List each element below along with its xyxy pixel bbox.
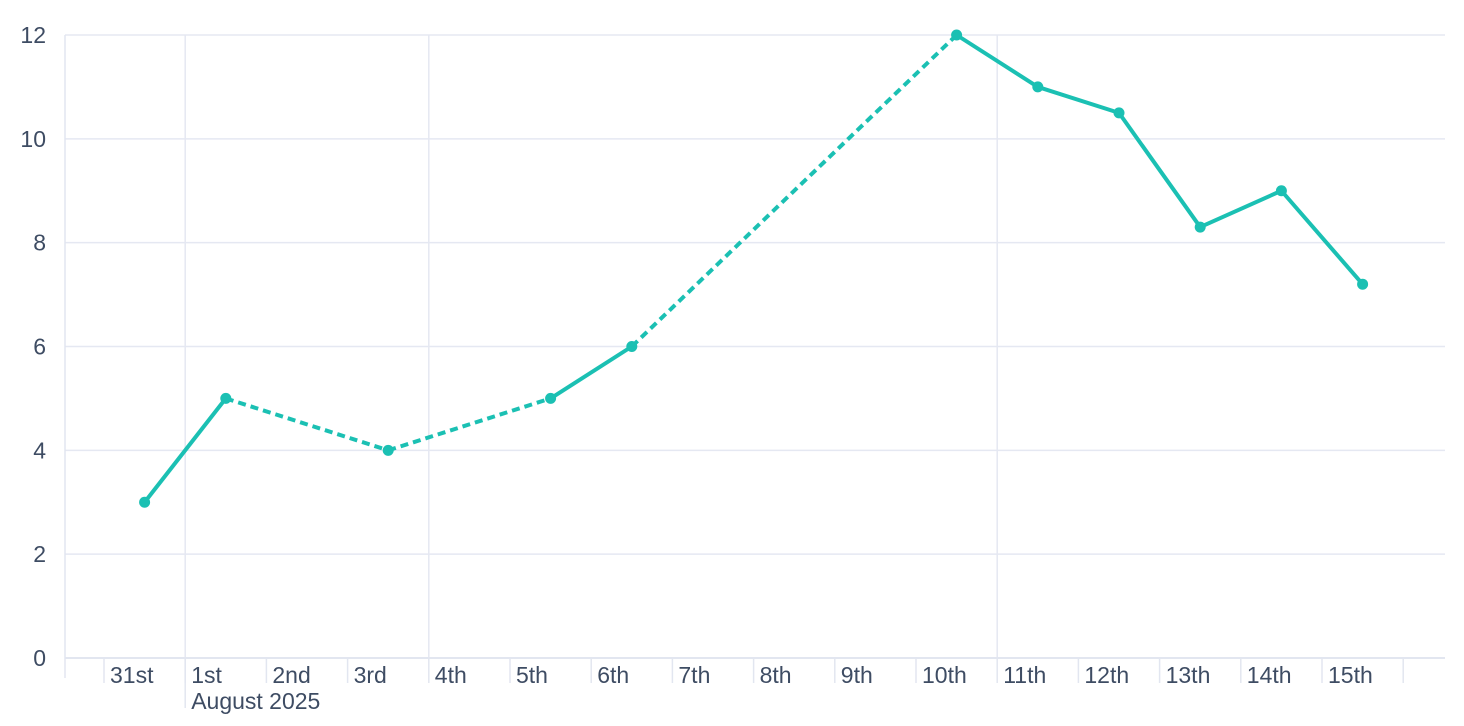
x-axis-label: 31st — [110, 662, 154, 688]
series-segment-solid — [1198, 188, 1284, 230]
y-axis-label: 8 — [33, 230, 46, 256]
x-axis-month-label: August 2025 — [191, 688, 320, 714]
y-axis-label: 12 — [20, 22, 46, 48]
series-segment-solid — [142, 396, 228, 505]
data-point-marker[interactable] — [220, 392, 232, 404]
data-point-marker[interactable] — [1357, 278, 1369, 290]
data-point-marker[interactable] — [951, 29, 963, 41]
series-segment-solid — [1279, 188, 1365, 287]
series-segment-solid — [1117, 110, 1203, 230]
y-axis-label: 10 — [20, 126, 46, 152]
x-axis-label: 13th — [1166, 662, 1211, 688]
x-axis-label: 14th — [1247, 662, 1292, 688]
x-axis-label: 3rd — [354, 662, 387, 688]
series-segment-dashed — [630, 33, 958, 348]
series-segment-solid — [548, 344, 634, 401]
x-axis-label: 10th — [922, 662, 967, 688]
x-axis-label: 8th — [760, 662, 792, 688]
series-segment-dashed — [387, 396, 552, 453]
x-axis-label: 2nd — [272, 662, 310, 688]
x-axis-label: 11th — [1003, 662, 1046, 688]
data-point-marker[interactable] — [1032, 81, 1044, 93]
x-axis-label: 15th — [1328, 662, 1373, 688]
series-segment-solid — [954, 33, 1040, 89]
x-axis-label: 7th — [678, 662, 710, 688]
y-axis-label: 4 — [33, 437, 46, 463]
x-axis-label: 5th — [516, 662, 548, 688]
data-point-marker[interactable] — [1113, 107, 1125, 119]
data-point-marker[interactable] — [382, 444, 394, 456]
series-segment-dashed — [225, 396, 389, 453]
y-axis-label: 2 — [33, 541, 46, 567]
data-point-marker[interactable] — [139, 496, 151, 508]
x-axis-label: 1st — [191, 662, 222, 688]
y-axis-label: 6 — [33, 334, 46, 360]
x-axis-label: 4th — [435, 662, 467, 688]
data-point-marker[interactable] — [545, 392, 557, 404]
data-point-marker[interactable] — [626, 341, 638, 352]
data-point-marker[interactable] — [1275, 185, 1287, 197]
x-axis-label: 6th — [597, 662, 629, 688]
x-axis-label: 12th — [1084, 662, 1129, 688]
y-axis-label: 0 — [33, 645, 46, 671]
x-axis-label: 9th — [841, 662, 873, 688]
series-segment-solid — [1035, 84, 1121, 115]
data-point-marker[interactable] — [1194, 221, 1206, 233]
